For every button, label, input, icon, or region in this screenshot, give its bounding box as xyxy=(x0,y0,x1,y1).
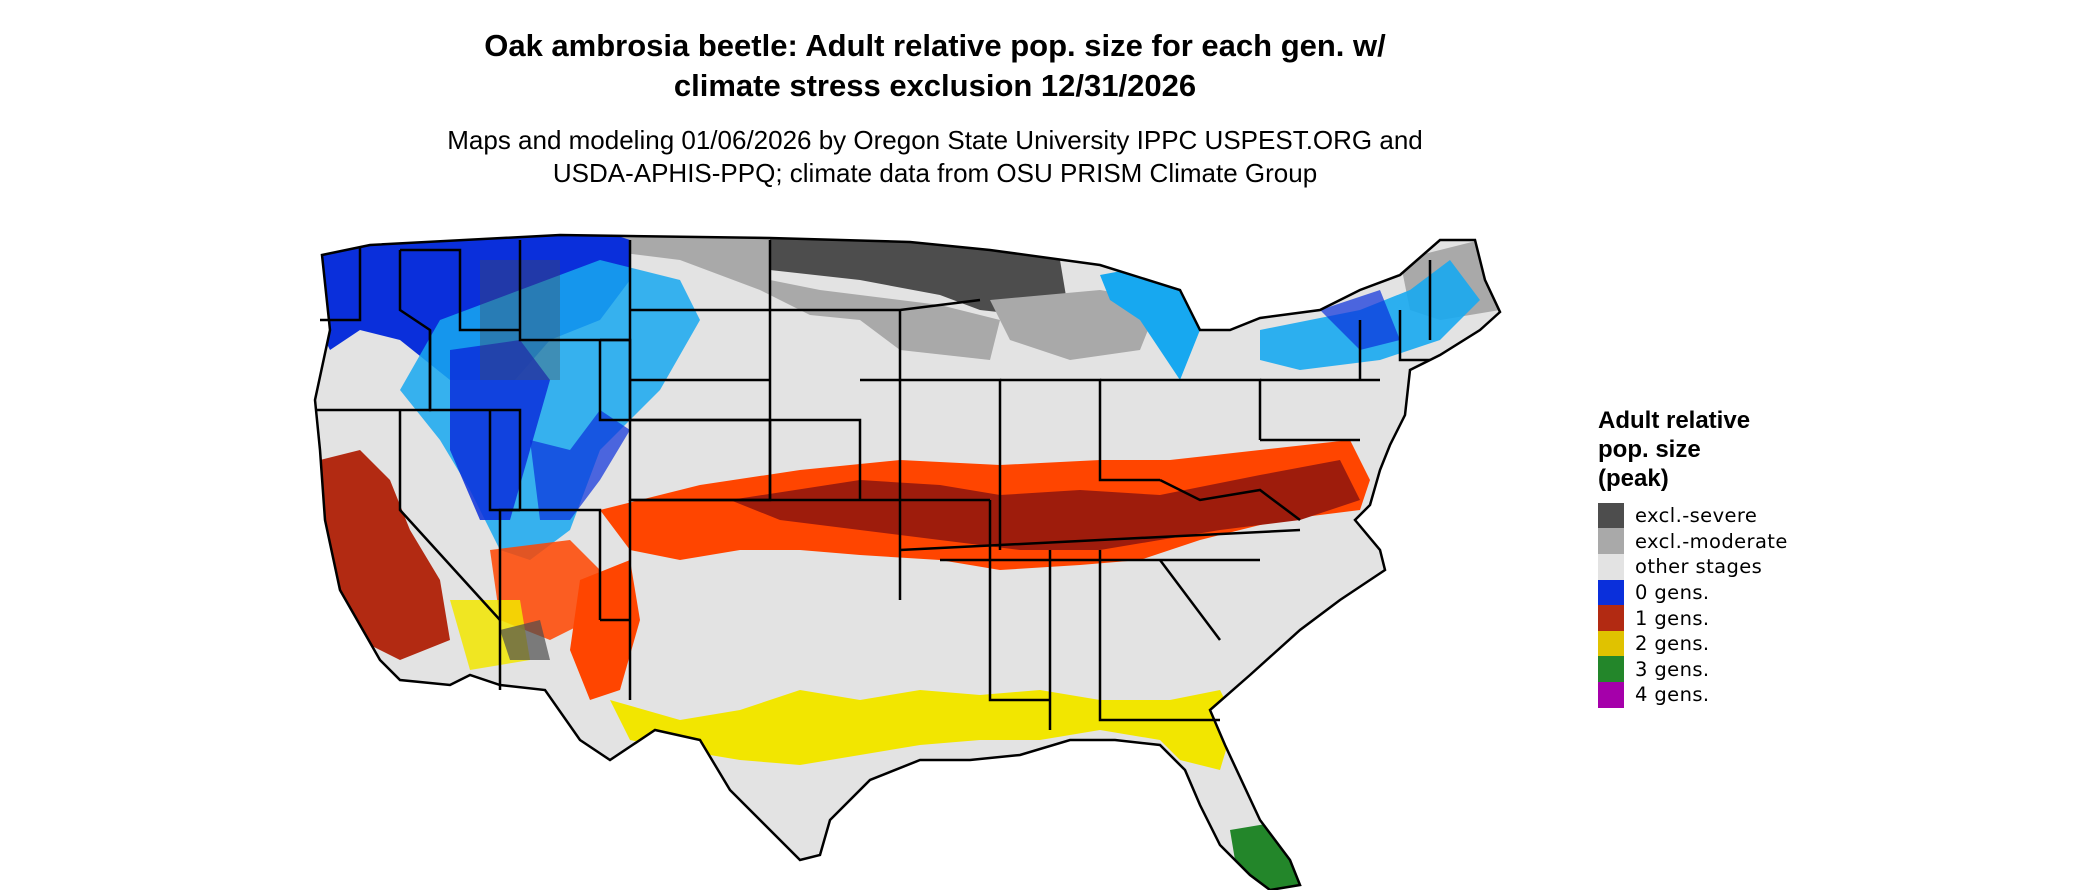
legend-label: 0 gens. xyxy=(1635,581,1710,605)
three-gens-south-florida xyxy=(1230,820,1300,890)
border-il-in xyxy=(898,310,1002,550)
legend-item-other-stages: other stages xyxy=(1598,553,1788,580)
legend-swatch xyxy=(1598,553,1624,580)
us-map xyxy=(313,233,1502,890)
title-line-2: climate stress exclusion 12/31/2026 xyxy=(673,68,1197,103)
legend-swatch xyxy=(1598,528,1624,555)
legend-label: other stages xyxy=(1635,555,1763,579)
us-outline xyxy=(313,233,1502,890)
border-id-mt xyxy=(400,248,520,332)
border-ca-nv xyxy=(398,410,501,621)
legend-label: 2 gens. xyxy=(1635,632,1710,656)
legend-items: excl.-severe excl.-moderate other stages… xyxy=(1598,502,1788,708)
border-ut-co xyxy=(488,410,602,620)
legend-item-excl-severe: excl.-severe xyxy=(1598,502,1788,529)
map-subtitle: Maps and modeling 01/06/2026 by Oregon S… xyxy=(330,124,1540,190)
legend-swatch xyxy=(1598,502,1624,529)
border-ga-sc xyxy=(1159,559,1221,641)
legend-label: 4 gens. xyxy=(1635,683,1710,707)
border-ks-ok xyxy=(630,418,862,500)
one-gen-dark-core xyxy=(730,460,1360,550)
subtitle-line-2: USDA-APHIS-PPQ; climate data from OSU PR… xyxy=(552,158,1318,188)
legend: Adult relative pop. size (peak) excl.-se… xyxy=(1598,406,1788,708)
legend-label: excl.-severe xyxy=(1635,504,1758,528)
border-az-nm xyxy=(498,508,520,690)
legend-swatch xyxy=(1598,579,1624,606)
legend-title-line-1: Adult relative xyxy=(1598,407,1751,434)
one-gen-west-texas xyxy=(570,560,640,700)
legend-title: Adult relative pop. size (peak) xyxy=(1598,406,1788,493)
excl-moderate-zone-great-lakes xyxy=(990,290,1160,360)
legend-item-0-gens: 0 gens. xyxy=(1598,579,1788,606)
border-nh-vt xyxy=(1398,310,1430,362)
one-gen-california xyxy=(320,450,450,660)
title-line-1: Oak ambrosia beetle: Adult relative pop.… xyxy=(484,28,1386,63)
border-id-ut xyxy=(428,330,522,510)
border-oh-in xyxy=(1000,378,1160,482)
legend-label: 1 gens. xyxy=(1635,606,1710,630)
subtitle-line-1: Maps and modeling 01/06/2026 by Oregon S… xyxy=(447,125,1423,155)
excl-severe-desert xyxy=(500,620,550,660)
border-al-ga-fl xyxy=(1098,550,1220,722)
legend-label: excl.-moderate xyxy=(1635,529,1788,553)
legend-swatch xyxy=(1598,681,1624,708)
legend-item-1-gens: 1 gens. xyxy=(1598,605,1788,632)
legend-swatch xyxy=(1598,605,1624,632)
border-wa-or xyxy=(320,248,362,322)
legend-item-2-gens: 2 gens. xyxy=(1598,630,1788,657)
map-fill-layer xyxy=(315,235,1500,890)
legend-swatch xyxy=(1598,630,1624,657)
border-ar-la-ms xyxy=(988,500,1050,702)
legend-title-line-3: (peak) xyxy=(1598,465,1669,492)
legend-title-line-2: pop. size xyxy=(1598,436,1701,463)
legend-item-4-gens: 4 gens. xyxy=(1598,681,1788,708)
zero-gens-northwest-dark xyxy=(315,235,630,380)
border-va-wv xyxy=(1159,478,1301,521)
border-mt-wy xyxy=(518,240,630,342)
border-tn-ky xyxy=(899,528,1301,552)
legend-item-excl-moderate: excl.-moderate xyxy=(1598,528,1788,555)
legend-label: 3 gens. xyxy=(1635,657,1710,681)
two-gens-gulf-coast xyxy=(610,690,1235,770)
map-title: Oak ambrosia beetle: Adult relative pop.… xyxy=(330,26,1540,106)
state-borders xyxy=(313,233,1502,890)
legend-swatch xyxy=(1598,656,1624,683)
zero-gens-michigan xyxy=(1100,260,1200,380)
zero-gens-colorado-dark xyxy=(530,410,630,520)
excl-severe-zone-north xyxy=(770,235,1070,320)
legend-item-3-gens: 3 gens. xyxy=(1598,656,1788,683)
zero-gens-rockies-dark xyxy=(450,340,550,520)
